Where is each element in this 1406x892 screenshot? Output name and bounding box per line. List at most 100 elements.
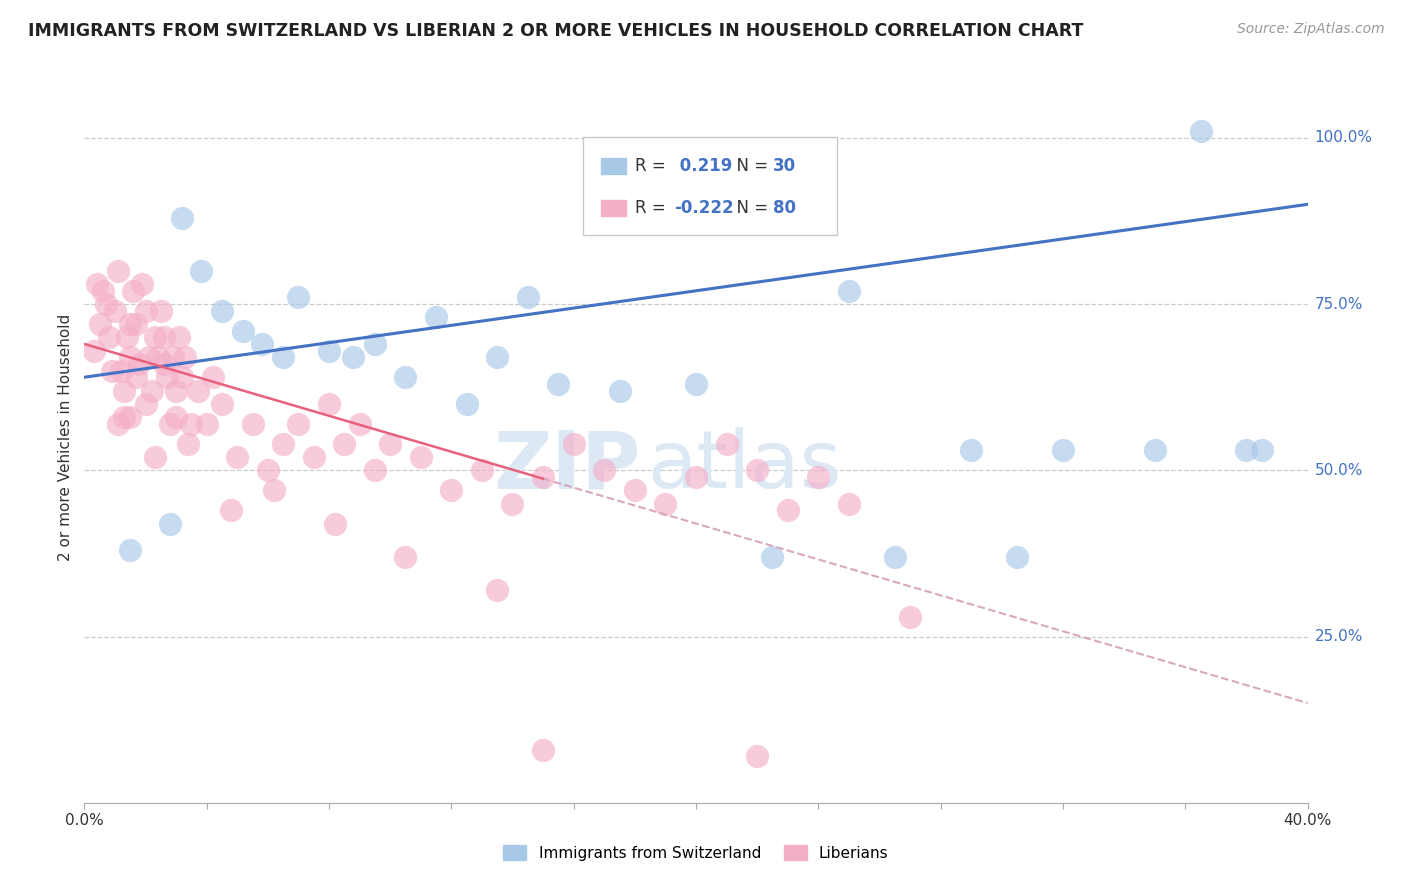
Point (165, 410, 187, 425)
Point (232, 324, 254, 338)
Point (1189, 124, 1212, 138)
Y-axis label: 2 or more Vehicles in Household: 2 or more Vehicles in Household (58, 313, 73, 561)
Point (1236, 443, 1258, 458)
Point (149, 303, 172, 318)
Point (135, 303, 157, 318)
Point (128, 357, 150, 371)
Text: atlas: atlas (647, 427, 841, 506)
Point (776, 503, 799, 517)
Point (486, 351, 509, 365)
Point (318, 343, 340, 358)
Point (624, 483, 647, 498)
Point (333, 436, 356, 450)
Point (838, 497, 860, 511)
Point (211, 303, 233, 318)
Point (807, 470, 830, 484)
Point (146, 351, 169, 365)
Point (135, 397, 157, 411)
Point (159, 417, 181, 431)
Point (263, 483, 285, 498)
Text: 75.0%: 75.0% (1315, 297, 1362, 311)
Point (1250, 443, 1272, 458)
Point (593, 463, 616, 477)
Text: Source: ZipAtlas.com: Source: ZipAtlas.com (1237, 22, 1385, 37)
Point (547, 376, 569, 391)
Point (747, 463, 769, 477)
Point (201, 370, 224, 384)
Point (271, 436, 294, 450)
Point (167, 330, 190, 344)
Point (125, 317, 148, 331)
Point (761, 549, 783, 564)
Text: 100.0%: 100.0% (1315, 130, 1372, 145)
Text: 30: 30 (773, 157, 796, 176)
Text: IMMIGRANTS FROM SWITZERLAND VS LIBERIAN 2 OR MORE VEHICLES IN HOUSEHOLD CORRELAT: IMMIGRANTS FROM SWITZERLAND VS LIBERIAN … (28, 22, 1084, 40)
Point (165, 384, 187, 398)
Point (287, 417, 309, 431)
Point (609, 384, 631, 398)
Point (349, 417, 371, 431)
Point (380, 436, 402, 450)
Point (101, 363, 124, 377)
Point (122, 284, 145, 298)
Point (177, 436, 200, 450)
Text: 25.0%: 25.0% (1315, 629, 1362, 644)
Point (190, 264, 212, 278)
Point (180, 417, 202, 431)
Point (143, 330, 166, 344)
Point (159, 516, 181, 531)
Point (86, 277, 108, 292)
Point (531, 470, 554, 484)
Point (125, 370, 148, 384)
Point (716, 436, 738, 450)
Point (110, 363, 132, 377)
Point (186, 384, 208, 398)
Point (898, 609, 921, 624)
Point (172, 370, 194, 384)
Point (172, 211, 194, 225)
Point (323, 516, 346, 531)
Point (138, 351, 160, 365)
Text: -0.222: -0.222 (675, 199, 734, 218)
Point (1005, 549, 1028, 564)
Point (107, 417, 129, 431)
Point (960, 443, 983, 458)
Point (131, 277, 153, 292)
Point (195, 417, 218, 431)
Point (425, 310, 447, 325)
Point (364, 463, 387, 477)
Point (153, 330, 176, 344)
Point (83, 343, 105, 358)
Point (531, 742, 554, 756)
Point (89, 317, 111, 331)
Point (162, 351, 184, 365)
Point (94, 297, 117, 311)
Point (107, 264, 129, 278)
Point (409, 450, 432, 464)
Point (115, 330, 138, 344)
Point (211, 397, 233, 411)
Text: R =: R = (636, 157, 671, 176)
Point (242, 417, 264, 431)
Text: N =: N = (727, 199, 773, 218)
Point (318, 397, 340, 411)
Point (394, 370, 416, 384)
Point (838, 284, 860, 298)
Point (394, 549, 416, 564)
Point (226, 450, 249, 464)
Point (883, 549, 905, 564)
Point (502, 497, 524, 511)
Legend: Immigrants from Switzerland, Liberians: Immigrants from Switzerland, Liberians (496, 837, 896, 868)
Point (112, 384, 135, 398)
Point (120, 410, 142, 425)
Text: 80: 80 (773, 199, 796, 218)
Point (685, 470, 707, 484)
Point (364, 337, 387, 351)
Point (271, 351, 294, 365)
Point (471, 463, 494, 477)
Point (685, 376, 707, 391)
Text: 50.0%: 50.0% (1315, 463, 1362, 478)
Point (91, 284, 114, 298)
Point (287, 290, 309, 304)
Point (1143, 443, 1166, 458)
